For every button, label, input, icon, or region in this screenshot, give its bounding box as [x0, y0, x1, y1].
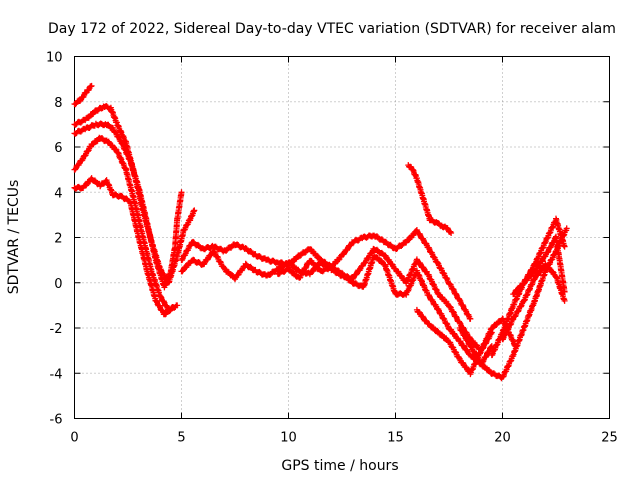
- x-tick-label: 5: [177, 431, 185, 446]
- x-tick-label: 0: [70, 431, 78, 446]
- data-point-markers: [71, 134, 181, 314]
- series-track-3: [71, 103, 198, 286]
- series-track-14: [510, 233, 568, 298]
- data-point-markers: [274, 252, 495, 368]
- grid: [74, 56, 610, 419]
- x-tick-label: 10: [280, 431, 297, 446]
- y-tick-label: -6: [50, 413, 63, 428]
- series-track-9: [405, 162, 455, 236]
- data-point-markers: [499, 260, 568, 343]
- series-track-4: [71, 134, 181, 314]
- series-track-1: [71, 82, 95, 108]
- x-axis-label: GPS time / hours: [281, 458, 398, 474]
- axis-ticks: 0 5 10 15 20 25 -6 -4 -2 0 2 4 6 8 10: [46, 51, 618, 446]
- series-track-5: [71, 175, 176, 318]
- y-tick-label: -2: [50, 322, 63, 337]
- x-tick-label: 15: [387, 431, 404, 446]
- chart-title: Day 172 of 2022, Sidereal Day-to-day VTE…: [48, 21, 616, 37]
- series-track-13: [499, 260, 568, 343]
- y-tick-label: -4: [50, 367, 63, 382]
- data-point-markers: [405, 162, 455, 236]
- series-track-8: [274, 252, 495, 368]
- y-tick-label: 0: [54, 277, 62, 292]
- data-point-markers: [71, 103, 198, 286]
- data-point-markers: [510, 233, 568, 298]
- y-tick-label: 6: [54, 141, 62, 156]
- y-tick-label: 4: [54, 186, 62, 201]
- x-tick-label: 20: [494, 431, 511, 446]
- y-tick-label: 10: [46, 51, 63, 66]
- x-tick-label: 25: [601, 431, 618, 446]
- data-point-markers: [71, 175, 176, 318]
- data-marks: [71, 82, 570, 382]
- y-axis-label: SDTVAR / TECUs: [6, 180, 22, 295]
- data-point-markers: [71, 82, 95, 108]
- y-tick-label: 2: [54, 232, 62, 247]
- y-tick-label: 8: [54, 96, 62, 111]
